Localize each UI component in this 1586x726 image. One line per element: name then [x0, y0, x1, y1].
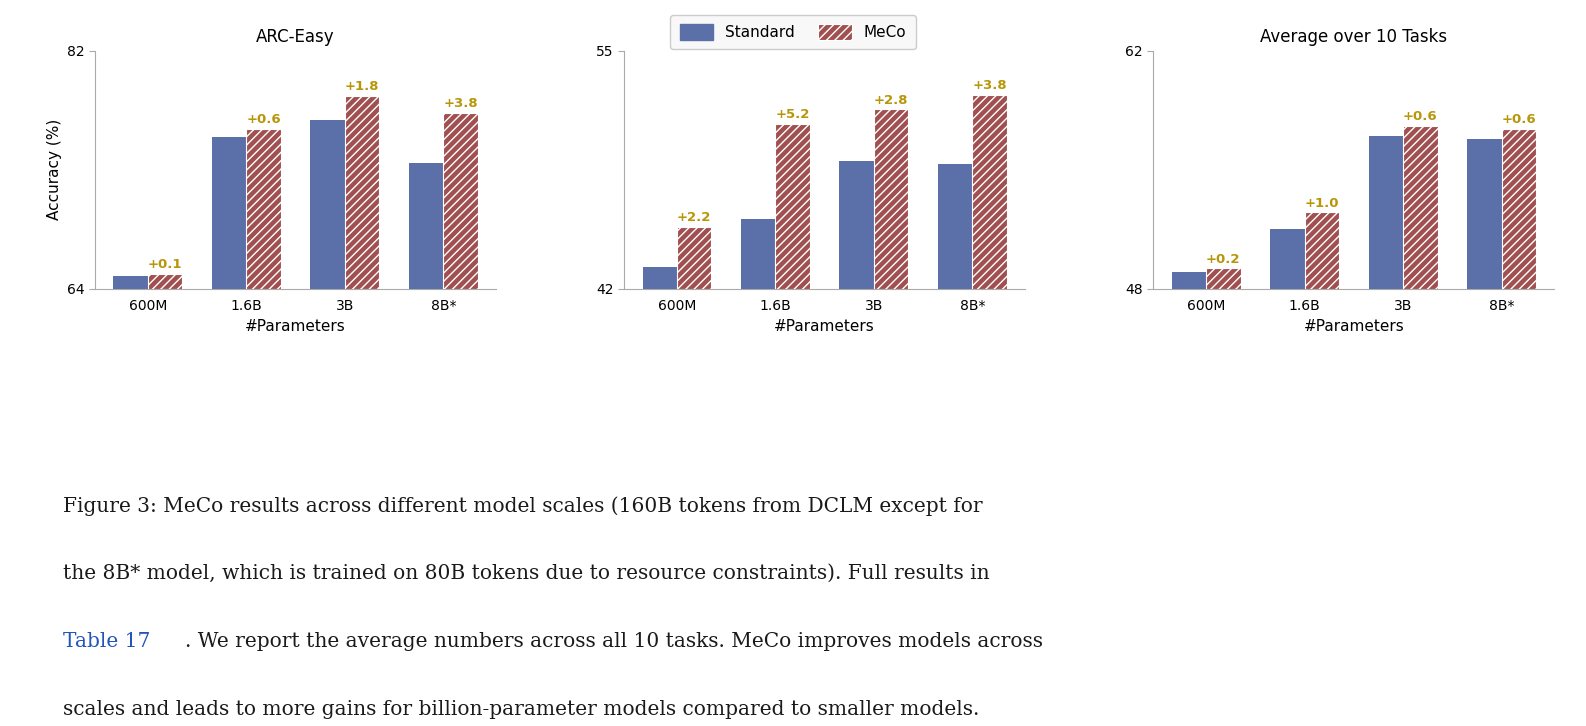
X-axis label: #Parameters: #Parameters	[1304, 319, 1404, 334]
Bar	[147, 274, 182, 289]
Bar	[972, 95, 1007, 289]
Text: +0.2: +0.2	[1205, 253, 1240, 266]
Text: +2.2: +2.2	[677, 211, 712, 224]
Text: +1.8: +1.8	[344, 80, 379, 93]
Bar	[839, 160, 874, 289]
Text: Figure 3: MeCo results across different model scales (160B tokens from DCLM exce: Figure 3: MeCo results across different …	[63, 496, 983, 515]
Bar	[1205, 269, 1240, 289]
Text: +0.6: +0.6	[1502, 113, 1537, 126]
Y-axis label: Accuracy (%): Accuracy (%)	[46, 119, 62, 221]
Text: +2.8: +2.8	[874, 94, 909, 107]
Bar	[776, 124, 810, 289]
Text: +3.8: +3.8	[442, 97, 477, 110]
X-axis label: #Parameters: #Parameters	[774, 319, 875, 334]
Text: scales and leads to more gains for billion-parameter models compared to smaller : scales and leads to more gains for billi…	[63, 700, 980, 719]
Bar	[1502, 129, 1537, 289]
Bar	[677, 227, 712, 289]
Text: +0.6: +0.6	[1404, 110, 1437, 123]
Bar	[937, 164, 972, 289]
Bar	[409, 163, 444, 289]
Bar	[642, 267, 677, 289]
Title: Average over 10 Tasks: Average over 10 Tasks	[1261, 28, 1448, 46]
Bar	[444, 113, 477, 289]
Legend: Standard, MeCo: Standard, MeCo	[671, 15, 915, 49]
Text: +0.6: +0.6	[246, 113, 281, 126]
Bar	[874, 110, 909, 289]
Bar	[1369, 136, 1404, 289]
Bar	[344, 96, 379, 289]
Bar	[1270, 229, 1305, 289]
Text: +1.0: +1.0	[1305, 197, 1339, 210]
Bar	[213, 136, 246, 289]
Bar	[1404, 126, 1437, 289]
Bar	[1172, 272, 1205, 289]
Bar	[246, 129, 281, 289]
Title: ARC-Easy: ARC-Easy	[257, 28, 335, 46]
Title: OpenBookQA: OpenBookQA	[769, 28, 880, 46]
Bar	[1467, 139, 1502, 289]
Text: Table 17: Table 17	[63, 632, 151, 651]
X-axis label: #Parameters: #Parameters	[246, 319, 346, 334]
Bar	[1305, 213, 1339, 289]
Text: . We report the average numbers across all 10 tasks. MeCo improves models across: . We report the average numbers across a…	[184, 632, 1042, 651]
Bar	[311, 120, 344, 289]
Text: +5.2: +5.2	[776, 108, 810, 121]
Bar	[113, 276, 147, 289]
Text: the 8B* model, which is trained on 80B tokens due to resource constraints). Full: the 8B* model, which is trained on 80B t…	[63, 564, 990, 583]
Bar	[741, 219, 776, 289]
Text: +0.1: +0.1	[147, 258, 182, 272]
Text: +3.8: +3.8	[972, 79, 1007, 92]
